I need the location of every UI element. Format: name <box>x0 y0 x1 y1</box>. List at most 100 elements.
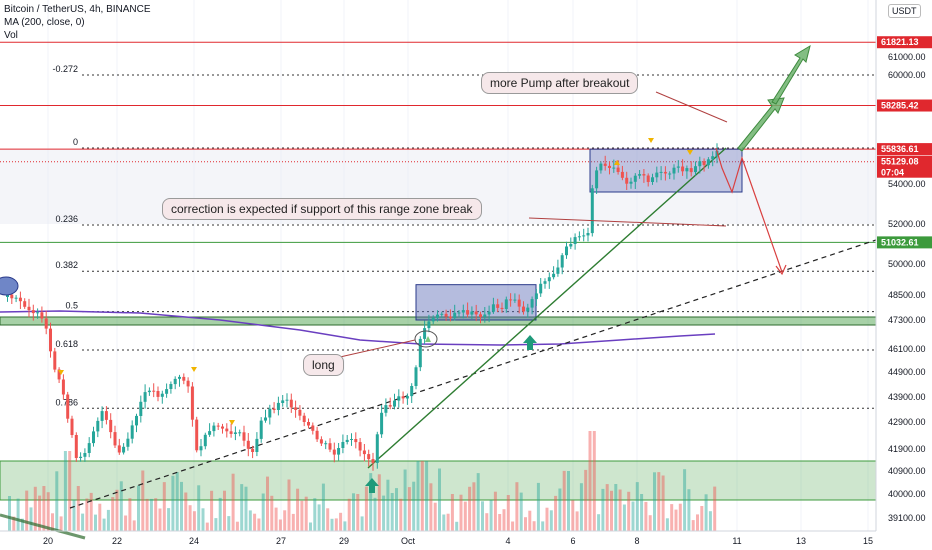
breakout-arrow-1 <box>737 97 785 152</box>
ma-indicator-label[interactable]: MA (200, close, 0) <box>4 17 85 28</box>
volume-bar <box>188 505 192 531</box>
price-tick-4: 42900.00 <box>888 417 926 427</box>
volume-bar <box>352 493 355 531</box>
volume-bar <box>46 492 50 531</box>
volume-bar <box>128 498 132 531</box>
candle-body <box>246 440 250 449</box>
time-tick-10: 13 <box>796 536 806 546</box>
candle-body <box>289 399 293 408</box>
volume-bar <box>708 511 712 531</box>
volume-bar <box>25 490 29 531</box>
candle-body <box>436 314 439 318</box>
candle-body <box>31 310 35 314</box>
candle-body <box>27 306 31 311</box>
volume-bar <box>106 509 110 531</box>
volume-bar <box>210 490 214 531</box>
volume-bar <box>407 487 411 531</box>
volume-bar <box>704 494 708 531</box>
volume-bar <box>532 521 536 531</box>
candle-body <box>135 415 138 426</box>
candle-body <box>74 435 78 458</box>
candle-body <box>147 390 151 393</box>
candle-body <box>371 459 375 463</box>
candle-body <box>169 384 173 389</box>
time-tick-4: 29 <box>339 536 349 546</box>
candle-body <box>638 174 642 176</box>
time-tick-9: 11 <box>732 536 741 546</box>
volume-bar <box>235 521 239 531</box>
fib-label-1: 0 <box>73 137 78 147</box>
candle-body <box>565 246 568 256</box>
volume-bar <box>266 476 269 531</box>
candle-body <box>513 299 517 301</box>
candle-body <box>100 411 104 421</box>
currency-button[interactable]: USDT <box>888 4 921 18</box>
candle-body <box>483 314 487 317</box>
candle-body <box>190 386 194 420</box>
volume-bar <box>296 488 300 531</box>
volume-bar <box>506 495 510 531</box>
candle-body <box>694 166 697 173</box>
fib-label-5: 0.618 <box>55 339 78 349</box>
volume-bar <box>536 482 540 531</box>
candle-body <box>448 316 452 319</box>
candle-body <box>461 310 465 313</box>
volume-bar <box>670 504 674 531</box>
candle-body <box>401 396 405 399</box>
candle-body <box>612 167 616 169</box>
candle-body <box>345 439 349 442</box>
volume-bar <box>528 510 532 531</box>
candle-body <box>337 448 341 455</box>
candle-body <box>625 177 629 184</box>
candle-body <box>354 439 358 443</box>
volume-bar <box>197 485 201 531</box>
candle-body <box>92 431 95 444</box>
ma-line <box>0 310 716 346</box>
candle-body <box>380 412 384 435</box>
volume-bars <box>8 431 717 531</box>
volume-bar <box>218 497 222 531</box>
volume-bar <box>192 511 196 531</box>
candle-body <box>44 318 48 329</box>
volume-bar <box>674 509 678 531</box>
volume-bar <box>489 500 493 531</box>
price-tag-1: 58285.42 <box>881 101 919 111</box>
price-tick-15: 60000.00 <box>888 70 926 80</box>
left-ellipse <box>0 276 19 296</box>
volume-bar <box>485 513 489 531</box>
candle-body <box>57 369 61 380</box>
candle-body <box>517 299 521 307</box>
volume-bar <box>330 518 334 531</box>
candle-body <box>659 171 663 173</box>
candle-body <box>590 188 594 234</box>
candle-body <box>225 428 229 432</box>
candle-body <box>651 177 654 182</box>
candle-body <box>165 389 169 394</box>
candle-body <box>40 312 44 319</box>
volume-bar <box>455 521 459 531</box>
candle-body <box>311 425 315 431</box>
candle-body <box>504 299 508 309</box>
candle-body <box>186 380 190 387</box>
price-tag-bg-0 <box>877 36 932 49</box>
candle-body <box>453 312 457 319</box>
volume-bar <box>562 470 566 531</box>
volume-bar <box>588 431 592 531</box>
candle-body <box>479 314 482 317</box>
volume-indicator-label[interactable]: Vol <box>4 30 18 41</box>
time-tick-11: 15 <box>863 536 873 546</box>
volume-bar <box>16 498 20 531</box>
correction-path <box>715 147 783 273</box>
volume-bar <box>261 493 265 531</box>
callout-long: long <box>303 354 344 376</box>
candle-body <box>560 255 564 268</box>
candle-body <box>96 420 100 432</box>
candle-body <box>10 294 14 299</box>
volume-bar <box>158 508 162 531</box>
price-tick-16: 61000.00 <box>888 52 926 62</box>
volume-bar <box>313 498 317 531</box>
volume-bar <box>627 491 631 531</box>
candle-body <box>440 313 444 315</box>
